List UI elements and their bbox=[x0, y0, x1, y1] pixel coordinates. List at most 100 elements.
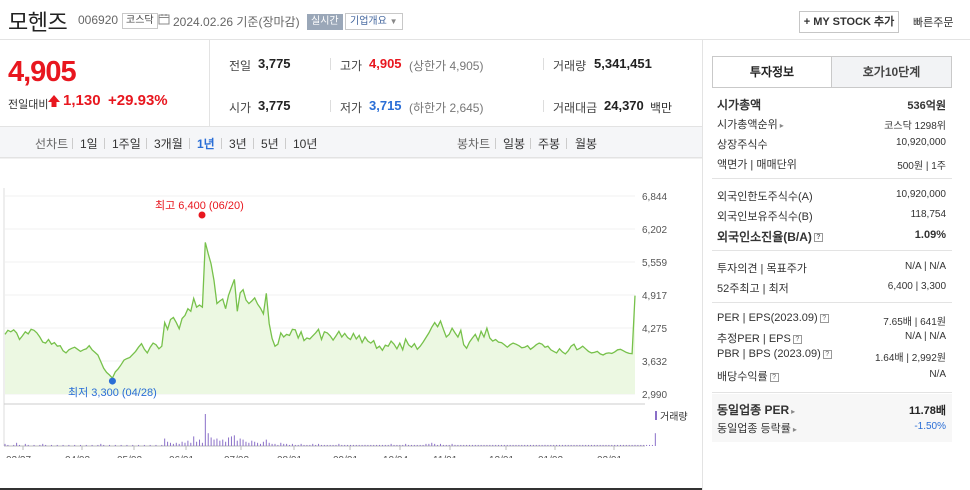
divider bbox=[530, 138, 531, 149]
info-label: 추정PER | EPS? bbox=[717, 330, 802, 346]
tab-3y[interactable]: 3년 bbox=[229, 137, 247, 151]
low-marker bbox=[108, 377, 116, 385]
x-tick-label: 01/02 bbox=[538, 455, 563, 458]
info-value: 1.09% bbox=[914, 229, 946, 241]
y-tick-label: 4,275 bbox=[642, 324, 667, 335]
info-label-text: 상장주식수 bbox=[717, 139, 768, 151]
info-label: 시가총액 bbox=[717, 96, 761, 113]
x-tick-label: 12/01 bbox=[489, 455, 514, 458]
info-label-text: 추정PER | EPS bbox=[717, 333, 791, 345]
market-tag: 코스닥 bbox=[122, 13, 158, 29]
change-percent: +29.93% bbox=[108, 92, 168, 109]
line-chart-label: 선차트 bbox=[35, 137, 69, 151]
industry-rate-label[interactable]: 동일업종 등락률 ▸ bbox=[717, 423, 797, 435]
stock-name: 모헨즈 bbox=[8, 10, 68, 35]
price-chart[interactable]: 6,844 6,202 5,559 4,917 4,275 3,632 2,990 최고 6,… bbox=[0, 158, 702, 458]
y-tick-label: 4,917 bbox=[642, 291, 667, 302]
tab-1d[interactable]: 1일 bbox=[80, 137, 98, 151]
x-tick-label: 02/01 bbox=[597, 455, 622, 458]
price-area bbox=[5, 242, 635, 394]
price-panel bbox=[0, 40, 210, 126]
volume-label: 거래량 bbox=[553, 59, 587, 73]
calendar-icon bbox=[158, 14, 170, 25]
amount-unit: 백만 bbox=[650, 101, 673, 115]
divider bbox=[330, 100, 331, 112]
industry-rate-value: -1.50% bbox=[914, 421, 946, 432]
info-value: 536억원 bbox=[907, 100, 946, 112]
volume-legend-swatch bbox=[655, 411, 657, 420]
divider bbox=[712, 178, 952, 179]
help-icon[interactable]: ? bbox=[769, 372, 779, 382]
base-date: 2024.02.26 기준(장마감) bbox=[173, 15, 300, 29]
tab-10y[interactable]: 10년 bbox=[293, 137, 318, 151]
tab-weekly-candle[interactable]: 주봉 bbox=[538, 137, 561, 151]
tab-5y[interactable]: 5년 bbox=[261, 137, 279, 151]
tab-1y[interactable]: 1년 bbox=[197, 137, 215, 151]
lower-limit: (하한가 2,645) bbox=[409, 101, 484, 115]
chart-tab-bar bbox=[0, 126, 702, 158]
add-my-stock-button[interactable]: + MY STOCK 추가 bbox=[799, 11, 899, 33]
y-tick-label: 3,632 bbox=[642, 357, 667, 368]
x-tick-label: 05/02 bbox=[117, 455, 142, 458]
chevron-right-icon: ▸ bbox=[792, 425, 797, 434]
change-label: 전일대비 bbox=[8, 99, 49, 111]
help-icon[interactable]: ? bbox=[813, 233, 823, 243]
tab-3m[interactable]: 3개월 bbox=[154, 137, 183, 151]
chevron-right-icon: ▸ bbox=[779, 121, 784, 130]
info-label: 외국인보유주식수(B) bbox=[717, 208, 813, 224]
divider bbox=[712, 87, 952, 88]
info-label-text: 외국인보유주식수(B) bbox=[717, 211, 813, 223]
info-value: 10,920,000 bbox=[895, 189, 946, 200]
info-label: 52주최고 | 최저 bbox=[717, 280, 789, 296]
info-label: 배당수익률? bbox=[717, 368, 779, 384]
divider bbox=[566, 138, 567, 149]
info-label: PER | EPS(2023.09)? bbox=[717, 312, 829, 324]
info-label[interactable]: 시가총액순위 ▸ bbox=[717, 116, 784, 132]
upper-limit: (상한가 4,905) bbox=[409, 59, 484, 73]
divider bbox=[221, 138, 222, 149]
info-label-text: 시가총액 bbox=[717, 98, 762, 112]
x-tick-label: 07/03 bbox=[224, 455, 249, 458]
prev-close-value: 3,775 bbox=[258, 56, 291, 71]
info-value: 10,920,000 bbox=[895, 137, 946, 148]
company-overview-label: 기업개요 bbox=[350, 16, 387, 27]
x-tick-label: 10/04 bbox=[383, 455, 408, 458]
info-label-text: PER | EPS(2023.09) bbox=[717, 312, 818, 324]
company-overview-dropdown[interactable]: 기업개요 ▼ bbox=[345, 13, 403, 30]
help-icon[interactable]: ? bbox=[792, 334, 802, 344]
info-label: 외국인한도주식수(A) bbox=[717, 188, 813, 204]
info-label: 외국인소진율(B/A)? bbox=[717, 228, 823, 245]
stock-code: 006920 bbox=[78, 13, 119, 27]
tab-1w[interactable]: 1주일 bbox=[112, 137, 141, 151]
open-label: 시가 bbox=[229, 101, 252, 115]
stock-header bbox=[0, 0, 970, 40]
info-label: PBR | BPS (2023.09)? bbox=[717, 348, 832, 360]
quick-order-button[interactable]: 빠른주문 bbox=[913, 17, 954, 29]
tab-daily-candle[interactable]: 일봉 bbox=[503, 137, 526, 151]
tab-investment-info[interactable]: 투자정보 bbox=[712, 56, 832, 88]
info-value: 500원 | 1주 bbox=[897, 161, 946, 172]
industry-box bbox=[712, 394, 952, 442]
open-value: 3,775 bbox=[258, 98, 291, 113]
y-tick-label: 5,559 bbox=[642, 258, 667, 269]
info-value: 1.64배 | 2,992원 bbox=[874, 353, 946, 364]
info-label: 액면가 | 매매단위 bbox=[717, 156, 797, 172]
help-icon[interactable]: ? bbox=[822, 349, 832, 359]
low-value: 3,715 bbox=[369, 98, 402, 113]
info-value: N/A | N/A bbox=[905, 261, 946, 272]
high-label: 고가 bbox=[340, 59, 363, 73]
low-label: 저가 bbox=[340, 101, 363, 115]
industry-per-label[interactable]: 동일업종 PER ▸ bbox=[717, 403, 796, 417]
chevron-right-icon: ▸ bbox=[791, 407, 796, 416]
divider bbox=[712, 302, 952, 303]
info-label-text: 배당수익률 bbox=[717, 371, 768, 383]
candle-chart-label: 봉차트 bbox=[457, 137, 491, 151]
help-icon[interactable]: ? bbox=[819, 313, 829, 323]
realtime-badge[interactable]: 실시간 bbox=[307, 14, 343, 30]
tab-monthly-candle[interactable]: 월봉 bbox=[575, 137, 598, 151]
info-label-text: PBR | BPS (2023.09) bbox=[717, 348, 821, 360]
info-label-text: 투자의견 | 목표주가 bbox=[717, 263, 807, 275]
tab-orderbook-10[interactable]: 호가10단계 bbox=[831, 56, 952, 88]
info-label: 투자의견 | 목표주가 bbox=[717, 260, 807, 276]
amount-value: 24,370 bbox=[604, 98, 644, 113]
